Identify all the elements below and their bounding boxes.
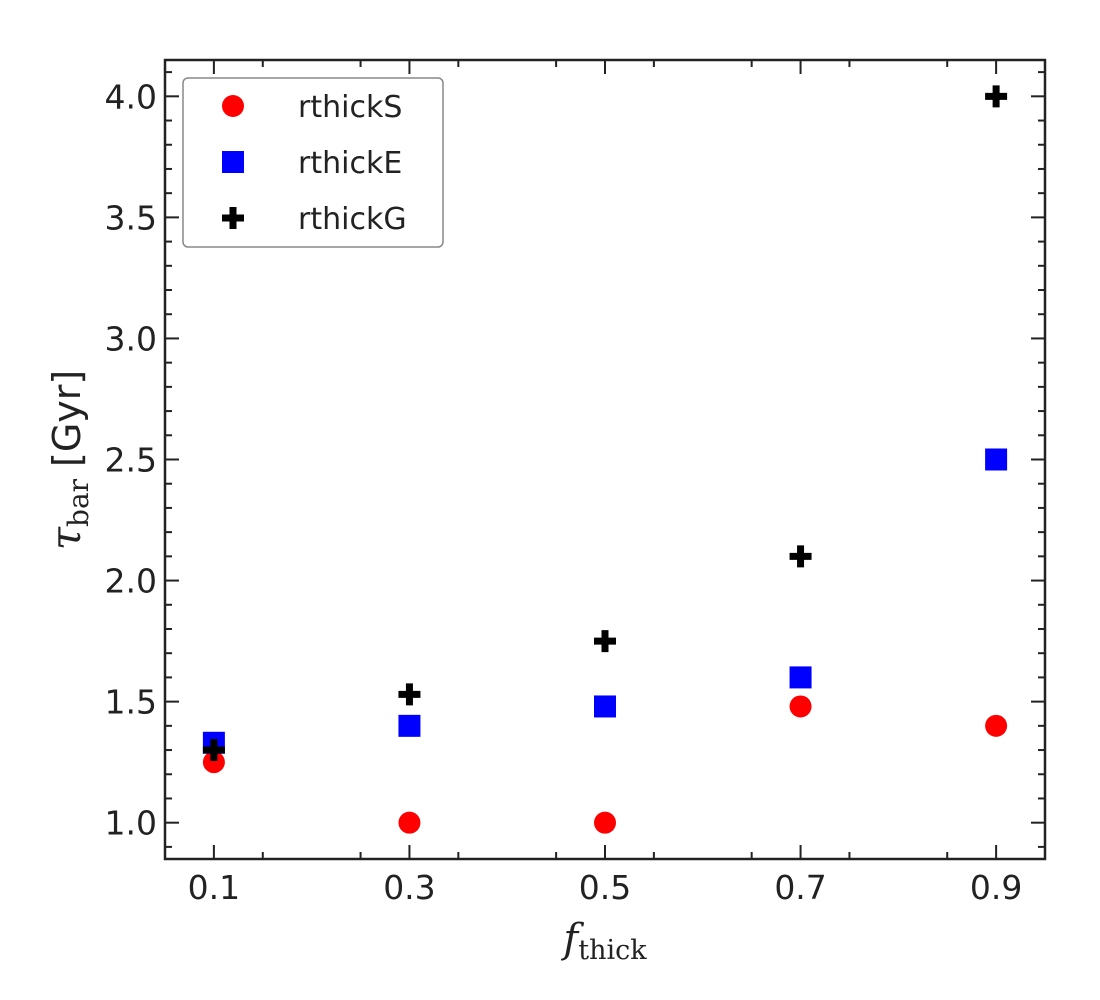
data-point-rthickE [985,448,1008,471]
x-tick-label: 0.7 [774,868,826,907]
data-point-rthickG [985,85,1008,108]
y-axis-unit: [Gyr] [45,370,89,467]
data-point-rthickE [594,695,616,718]
y-axis-symbol: τ [41,526,90,550]
y-tick-label: 1.5 [105,683,157,722]
y-tick-label: 1.0 [105,804,157,843]
legend-label: rthickG [298,202,407,237]
legend-box [182,77,444,248]
legend-marker-rthickS [222,95,244,117]
y-axis-subscript: bar [62,478,95,527]
data-point-rthickE [789,666,812,689]
x-axis-subscript: thick [578,935,647,966]
y-tick-label: 3.5 [105,198,157,237]
x-tick-label: 0.1 [188,868,240,907]
data-point-rthickE [398,714,421,737]
x-tick-label: 0.5 [579,868,631,907]
y-tick-label: 2.5 [105,441,157,480]
data-points [202,85,1008,834]
x-tick-label: 0.9 [970,868,1022,907]
legend-marker-rthickG [222,207,244,229]
data-point-rthickS [202,751,225,774]
x-tick-label: 0.3 [383,868,435,907]
legend: rthickS rthickE rthickG [182,77,444,248]
y-tick-label: 4.0 [105,77,157,116]
y-axis-label: τbar [Gyr] [41,370,95,550]
data-point-rthickS [398,811,421,834]
data-point-rthickS [594,811,616,834]
data-point-rthickG [594,630,616,653]
x-axis-label: fthick [560,916,647,966]
data-point-rthickS [985,714,1008,737]
y-tick-label: 2.0 [105,562,157,601]
data-point-rthickS [789,695,812,718]
y-tick-label: 3.0 [105,319,157,358]
legend-label: rthickS [298,90,402,125]
data-point-rthickG [202,739,225,762]
data-point-rthickG [789,545,812,568]
plot-frame [163,58,1047,861]
legend-label: rthickE [298,146,402,181]
data-point-rthickG [398,683,421,706]
legend-marker-rthickE [222,151,244,173]
